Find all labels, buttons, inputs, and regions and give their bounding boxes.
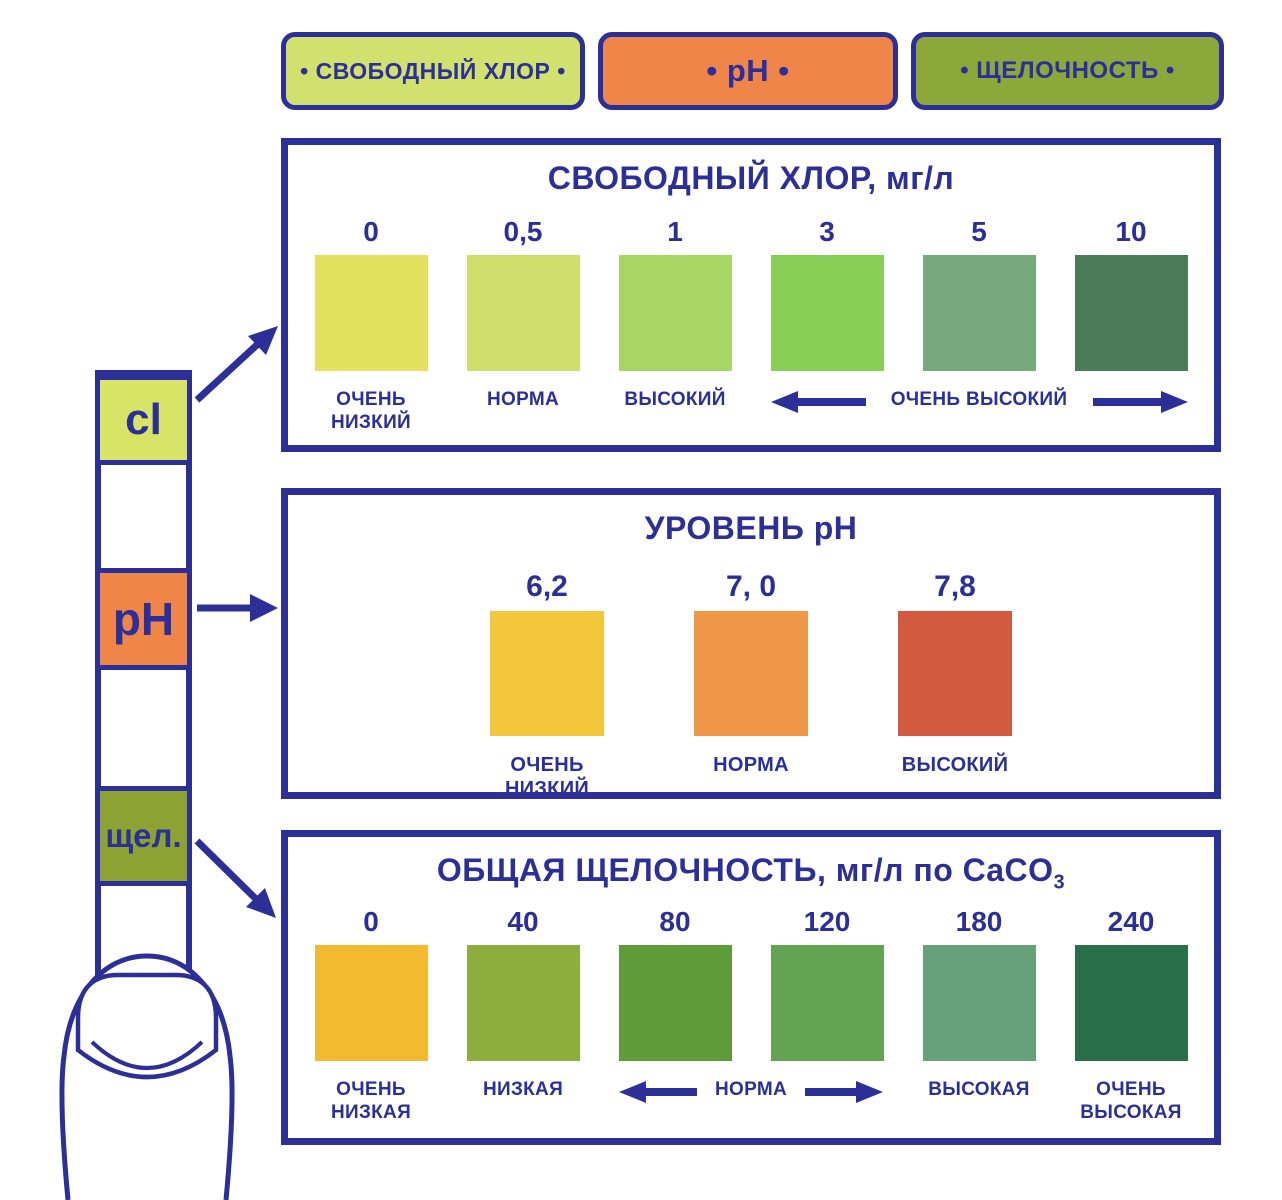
- color-swatch: [314, 945, 428, 1062]
- legend-button-ph[interactable]: • pH •: [598, 32, 898, 110]
- arrowhead-ph: [250, 594, 278, 622]
- free-chlorine-scale: 0 0,5 1 3 5 10 ОЧЕНЬ НИЗКИЙ НОРМА ВЫСОКИЙ ОЧЕНЬ В…: [288, 216, 1214, 434]
- range-label-group: ОЧЕНЬ ВЫСОКИЙ: [770, 378, 1188, 434]
- right-arrow-icon: [1092, 391, 1188, 414]
- color-swatch: [314, 255, 428, 372]
- color-swatch: [618, 945, 732, 1062]
- range-label: НОРМА: [715, 1079, 787, 1101]
- value-label: 240: [1107, 906, 1155, 938]
- value-label: 40: [507, 906, 539, 938]
- value-label: 0,5: [503, 216, 543, 248]
- alkalinity-scale: 0 40 80 120 180 240 ОЧЕНЬ НИЗКАЯ НИЗКАЯ НОРМА ВЫС…: [288, 906, 1214, 1124]
- color-swatch: [898, 611, 1012, 737]
- panel-free-chlorine: СВОБОДНЫЙ ХЛОР, мг/л 0 0,5 1 3 5 10 ОЧЕНЬ НИЗК…: [281, 138, 1221, 452]
- panel-ph-level: УРОВЕНЬ pH 6,2 7, 0 7,8 ОЧЕНЬ НИЗКИЙ НОРМА ВЫ…: [281, 488, 1221, 801]
- panel-free-chlorine-title: СВОБОДНЫЙ ХЛОР, мг/л: [547, 160, 955, 196]
- color-swatch: [490, 611, 604, 737]
- arrowhead-chlorine: [248, 326, 278, 355]
- ph-scale: 6,2 7, 0 7,8 ОЧЕНЬ НИЗКИЙ НОРМА ВЫСОКИЙ: [288, 570, 1214, 801]
- left-arrow-icon: [618, 1081, 697, 1104]
- value-label: 0: [363, 906, 379, 938]
- left-arrow-icon: [770, 391, 866, 414]
- color-swatch: [1074, 945, 1188, 1062]
- right-arrow-icon: [805, 1081, 884, 1104]
- panel-total-alkalinity: ОБЩАЯ ЩЕЛОЧНОСТЬ, мг/л по CaCO3 0 40 80 120…: [281, 830, 1221, 1145]
- arrowhead-alkalinity: [246, 888, 276, 918]
- nail-free-edge: [90, 1040, 204, 1070]
- value-label: 180: [955, 906, 1003, 938]
- value-label: 3: [819, 216, 835, 248]
- color-swatch: [922, 945, 1036, 1062]
- color-swatch: [770, 945, 884, 1062]
- range-label: НИЗКАЯ: [482, 1079, 564, 1101]
- panel-ph-level-title: УРОВЕНЬ pH: [644, 510, 858, 546]
- color-swatch: [922, 255, 1036, 372]
- arrow-to-alkalinity-panel: [194, 838, 260, 903]
- value-label: 1: [667, 216, 683, 248]
- value-label: 7,8: [934, 570, 976, 604]
- value-label: 80: [659, 906, 691, 938]
- value-label: 6,2: [526, 570, 568, 604]
- range-label: НОРМА: [713, 754, 789, 777]
- color-swatch: [1074, 255, 1188, 372]
- range-label: ОЧЕНЬ ВЫСОКАЯ: [1080, 1079, 1182, 1123]
- range-label-group: НОРМА: [618, 1068, 884, 1124]
- title-subscript: 3: [1053, 871, 1066, 894]
- range-label: ОЧЕНЬ НИЗКАЯ: [330, 1079, 412, 1123]
- range-label: ОЧЕНЬ НИЗКИЙ: [331, 389, 411, 433]
- value-label: 7, 0: [725, 570, 777, 604]
- strip-pad-ph: pH: [95, 568, 192, 670]
- strip-pad-alkalinity: щел.: [95, 786, 192, 886]
- range-label: ВЫСОКИЙ: [624, 389, 726, 411]
- range-label: ВЫСОКИЙ: [901, 754, 1009, 777]
- value-label: 10: [1115, 216, 1147, 248]
- value-label: 5: [971, 216, 987, 248]
- strip-pad-chlorine: cl: [95, 375, 192, 465]
- legend-row: • СВОБОДНЫЙ ХЛОР • • pH • • ЩЕЛОЧНОСТЬ •: [281, 32, 1224, 110]
- range-label: ВЫСОКАЯ: [928, 1079, 1030, 1101]
- panel-total-alkalinity-title: ОБЩАЯ ЩЕЛОЧНОСТЬ, мг/л по CaCO3: [436, 852, 1066, 894]
- legend-button-free-chlorine[interactable]: • СВОБОДНЫЙ ХЛОР •: [281, 32, 585, 110]
- value-label: 0: [363, 216, 379, 248]
- arrow-to-chlorine-panel: [194, 340, 262, 403]
- color-swatch: [466, 945, 580, 1062]
- color-swatch: [770, 255, 884, 372]
- range-label: ОЧЕНЬ НИЗКИЙ: [504, 754, 590, 800]
- color-swatch: [466, 255, 580, 372]
- range-label: НОРМА: [487, 389, 559, 411]
- legend-button-alkalinity[interactable]: • ЩЕЛОЧНОСТЬ •: [911, 32, 1224, 110]
- range-label: ОЧЕНЬ ВЫСОКИЙ: [890, 389, 1068, 411]
- finger-illustration: [59, 953, 235, 1200]
- value-label: 120: [803, 906, 851, 938]
- fingernail: [75, 972, 219, 1080]
- color-swatch: [694, 611, 808, 737]
- color-swatch: [618, 255, 732, 372]
